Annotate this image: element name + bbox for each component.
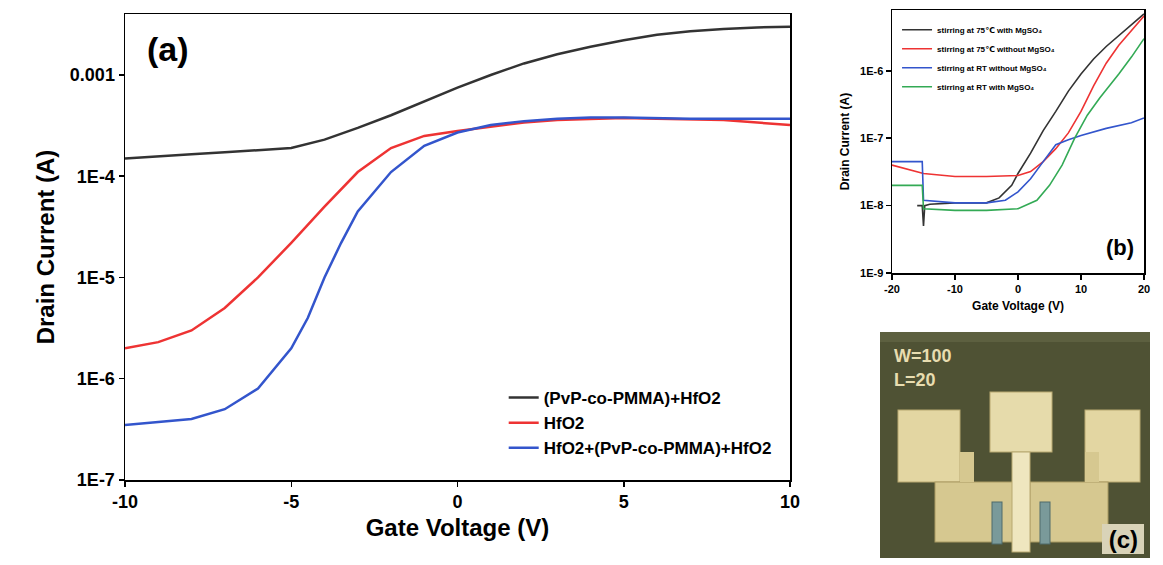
svg-text:0.001: 0.001 — [70, 65, 115, 85]
svg-text:Gate Voltage (V): Gate Voltage (V) — [366, 514, 550, 541]
svg-text:1E-7: 1E-7 — [860, 132, 883, 144]
svg-text:stirring at 75℃ without MgSO₄: stirring at 75℃ without MgSO₄ — [937, 45, 1055, 54]
svg-text:5: 5 — [619, 492, 629, 512]
svg-text:HfO2+(PvP-co-PMMA)+HfO2: HfO2+(PvP-co-PMMA)+HfO2 — [544, 439, 772, 458]
svg-text:(c): (c) — [1109, 526, 1138, 553]
svg-text:L=20: L=20 — [894, 370, 936, 390]
svg-text:0: 0 — [1015, 283, 1021, 295]
svg-text:Drain Current (A): Drain Current (A) — [32, 150, 59, 345]
svg-text:1E-9: 1E-9 — [860, 267, 883, 279]
svg-text:-5: -5 — [283, 492, 299, 512]
svg-text:1E-7: 1E-7 — [77, 470, 115, 490]
svg-text:stirring at RT with MgSO₄: stirring at RT with MgSO₄ — [937, 83, 1034, 92]
svg-text:10: 10 — [1075, 283, 1087, 295]
svg-text:0: 0 — [452, 492, 462, 512]
svg-text:(b): (b) — [1106, 235, 1134, 260]
svg-text:W=100: W=100 — [894, 346, 952, 366]
svg-text:1E-6: 1E-6 — [860, 65, 883, 77]
svg-text:-10: -10 — [947, 283, 963, 295]
svg-text:stirring at 75℃ with MgSO₄: stirring at 75℃ with MgSO₄ — [937, 26, 1042, 35]
svg-text:-20: -20 — [884, 283, 900, 295]
svg-text:(a): (a) — [147, 30, 189, 68]
svg-text:1E-5: 1E-5 — [77, 268, 115, 288]
svg-text:1E-4: 1E-4 — [77, 167, 115, 187]
svg-text:stirring at RT without MgSO₄: stirring at RT without MgSO₄ — [937, 64, 1047, 73]
svg-text:10: 10 — [780, 492, 800, 512]
svg-text:1E-6: 1E-6 — [77, 369, 115, 389]
svg-text:20: 20 — [1138, 283, 1150, 295]
svg-text:1E-8: 1E-8 — [860, 199, 883, 211]
svg-text:Drain Current (A): Drain Current (A) — [838, 93, 852, 190]
svg-text:HfO2: HfO2 — [544, 414, 585, 433]
svg-text:-10: -10 — [112, 492, 138, 512]
svg-text:Gate Voltage (V): Gate Voltage (V) — [972, 299, 1064, 313]
svg-text:(PvP-co-PMMA)+HfO2: (PvP-co-PMMA)+HfO2 — [544, 389, 721, 408]
